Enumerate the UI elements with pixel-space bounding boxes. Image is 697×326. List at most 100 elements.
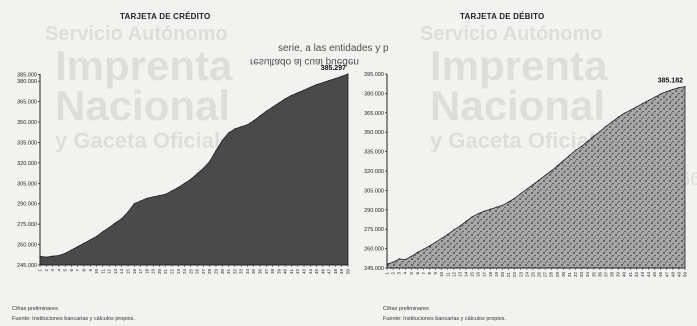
- data-point-1-24: [532, 184, 534, 186]
- debit-card-panel: TARJETA DE DÉBITO 395.000 380.000 365.000 3…: [345, 0, 697, 326]
- data-point-1-25: [538, 179, 540, 181]
- x-tick-label-1-36: 37: [603, 272, 608, 278]
- x-tick-label-0-0: 1: [38, 269, 43, 272]
- x-tick-label-0-7: 8: [82, 269, 87, 272]
- data-point-0-24: [190, 178, 192, 180]
- x-tick-label-0-1: 2: [44, 269, 49, 272]
- x-tick-label-1-10: 11: [445, 272, 450, 277]
- x-tick-label-0-27: 28: [207, 269, 212, 275]
- x-tick-label-0-39: 40: [283, 269, 288, 275]
- data-point-0-16: [140, 200, 142, 202]
- x-tick-label-0-42: 43: [302, 269, 307, 275]
- data-point-1-35: [599, 131, 601, 133]
- x-tick-label-1-12: 13: [457, 272, 462, 278]
- data-point-0-30: [228, 132, 230, 134]
- data-point-1-41: [635, 106, 637, 108]
- overlay-text: serie, a las entidades y p resultado al …: [250, 42, 389, 68]
- x-tick-label-1-17: 18: [488, 272, 493, 278]
- y-tick-label-0-8: 275.000: [17, 222, 37, 228]
- x-tick-label-0-35: 36: [258, 269, 263, 275]
- data-point-0-25: [196, 173, 198, 175]
- x-tick-label-0-5: 6: [69, 269, 74, 272]
- data-point-0-11: [108, 227, 110, 229]
- data-point-0-36: [265, 110, 267, 112]
- data-point-1-18: [495, 206, 498, 208]
- data-point-0-5: [70, 249, 72, 251]
- x-tick-label-1-13: 14: [464, 272, 469, 278]
- x-tick-label-1-4: 5: [409, 272, 414, 275]
- x-tick-label-0-33: 34: [245, 269, 250, 275]
- data-point-1-1: [392, 261, 394, 263]
- x-tick-label-1-43: 44: [646, 272, 651, 278]
- data-point-0-1: [45, 256, 47, 258]
- data-point-0-12: [114, 222, 116, 224]
- data-point-1-17: [489, 208, 491, 210]
- data-point-1-15: [477, 213, 479, 215]
- data-point-1-33: [587, 140, 589, 142]
- x-tick-label-1-33: 34: [585, 272, 590, 278]
- x-tick-label-0-32: 33: [239, 269, 244, 275]
- x-tick-label-1-35: 36: [597, 272, 602, 278]
- x-tick-label-0-9: 10: [94, 269, 99, 275]
- x-tick-label-0-22: 23: [176, 269, 181, 275]
- data-point-0-6: [77, 246, 79, 248]
- x-tick-label-1-38: 39: [616, 272, 621, 278]
- x-tick-label-1-40: 41: [628, 272, 633, 278]
- x-tick-label-1-47: 48: [670, 272, 675, 278]
- data-point-0-38: [278, 102, 280, 104]
- y-tick-label-0-4: 335.000: [17, 140, 37, 146]
- x-tick-label-0-6: 7: [75, 269, 80, 272]
- data-point-1-8: [435, 241, 437, 243]
- data-point-1-16: [483, 210, 485, 212]
- x-tick-label-1-18: 19: [494, 272, 499, 278]
- x-tick-label-0-40: 41: [289, 269, 294, 275]
- data-point-0-21: [171, 190, 173, 192]
- data-point-0-9: [96, 235, 98, 237]
- x-tick-label-1-5: 6: [415, 272, 420, 275]
- data-point-0-17: [146, 197, 148, 199]
- x-tick-label-1-37: 38: [610, 272, 615, 278]
- debit-card-title: TARJETA DE DÉBITO: [460, 12, 545, 21]
- data-point-1-47: [672, 88, 674, 91]
- x-tick-label-1-8: 9: [433, 272, 438, 275]
- data-point-1-31: [574, 149, 577, 151]
- x-tick-label-0-37: 38: [270, 269, 275, 275]
- x-tick-label-1-16: 17: [482, 272, 487, 278]
- x-tick-label-0-34: 35: [251, 269, 256, 275]
- data-point-0-7: [83, 242, 85, 244]
- x-tick-label-1-6: 7: [421, 272, 426, 275]
- data-point-0-45: [322, 82, 324, 84]
- x-tick-label-1-31: 32: [573, 272, 578, 278]
- y-tick-label-1-5: 320.000: [364, 169, 384, 175]
- data-point-0-15: [133, 203, 135, 205]
- data-point-0-2: [52, 255, 54, 257]
- x-tick-label-1-21: 22: [512, 272, 517, 278]
- data-point-1-3: [404, 259, 406, 261]
- data-point-0-8: [89, 239, 91, 241]
- x-tick-label-0-43: 44: [308, 269, 313, 275]
- credit-note-2: Fuente: Instituciones bancarias y cálcul…: [12, 316, 135, 322]
- y-tick-label-0-7: 290.000: [17, 202, 37, 208]
- x-tick-label-1-23: 24: [524, 272, 529, 278]
- x-tick-label-1-42: 43: [640, 272, 645, 278]
- data-point-1-28: [556, 165, 558, 167]
- data-point-1-27: [550, 170, 552, 172]
- data-point-1-11: [453, 229, 455, 231]
- data-point-1-44: [654, 96, 656, 98]
- y-tick-label-0-6: 305.000: [17, 181, 37, 187]
- y-tick-label-1-6: 305.000: [364, 188, 384, 194]
- data-point-0-35: [259, 115, 261, 117]
- x-tick-label-0-30: 31: [226, 269, 231, 275]
- x-tick-label-1-34: 35: [591, 272, 596, 278]
- x-tick-label-1-9: 10: [439, 272, 444, 278]
- x-tick-label-1-7: 8: [427, 272, 432, 275]
- data-point-1-22: [520, 193, 522, 195]
- data-point-0-41: [297, 92, 299, 94]
- data-point-1-21: [514, 197, 516, 199]
- data-point-0-13: [121, 218, 123, 220]
- y-tick-label-1-0: 395.000: [364, 72, 384, 78]
- data-point-0-27: [209, 160, 211, 163]
- x-tick-label-0-12: 13: [113, 269, 118, 275]
- x-tick-label-0-18: 19: [151, 269, 156, 275]
- data-point-0-39: [284, 98, 286, 100]
